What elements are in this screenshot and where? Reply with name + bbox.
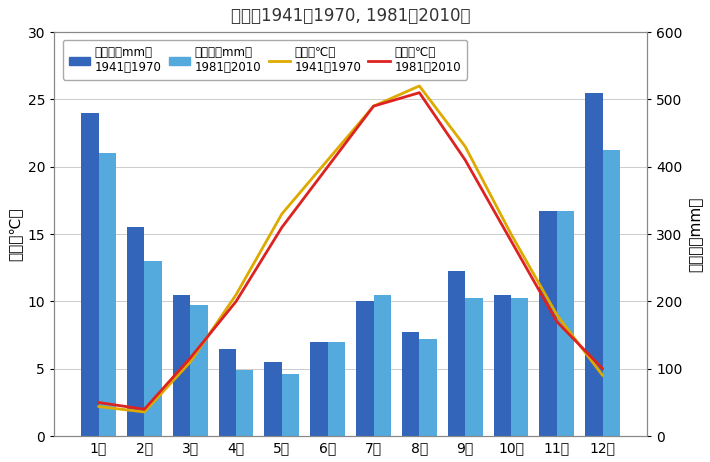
Bar <box>328 342 345 436</box>
Bar <box>81 113 99 436</box>
Title: 高田（1941〜1970, 1981〜2010）: 高田（1941〜1970, 1981〜2010） <box>231 7 470 25</box>
Y-axis label: 降水量（mm）: 降水量（mm） <box>688 196 703 272</box>
Bar <box>173 295 190 436</box>
Bar <box>465 298 483 436</box>
Bar <box>448 271 465 436</box>
Bar <box>144 261 162 436</box>
Bar <box>511 298 528 436</box>
Bar <box>236 370 253 436</box>
Legend: 降水量（mm）
1941〜1970, 降水量（mm）
1981〜2010, 気温（℃）
1941〜1970, 気温（℃）
1981〜2010: 降水量（mm） 1941〜1970, 降水量（mm） 1981〜2010, 気温… <box>63 40 467 80</box>
Bar <box>493 295 511 436</box>
Bar <box>585 93 603 436</box>
Bar <box>282 374 300 436</box>
Bar <box>190 305 207 436</box>
Bar <box>402 332 420 436</box>
Bar <box>373 295 391 436</box>
Bar <box>127 227 144 436</box>
Y-axis label: 気温（℃）: 気温（℃） <box>7 207 22 261</box>
Bar <box>420 339 437 436</box>
Bar <box>310 342 328 436</box>
Bar <box>264 362 282 436</box>
Bar <box>557 211 574 436</box>
Bar <box>540 211 557 436</box>
Bar <box>219 349 236 436</box>
Bar <box>356 302 373 436</box>
Bar <box>603 150 620 436</box>
Bar <box>99 153 116 436</box>
